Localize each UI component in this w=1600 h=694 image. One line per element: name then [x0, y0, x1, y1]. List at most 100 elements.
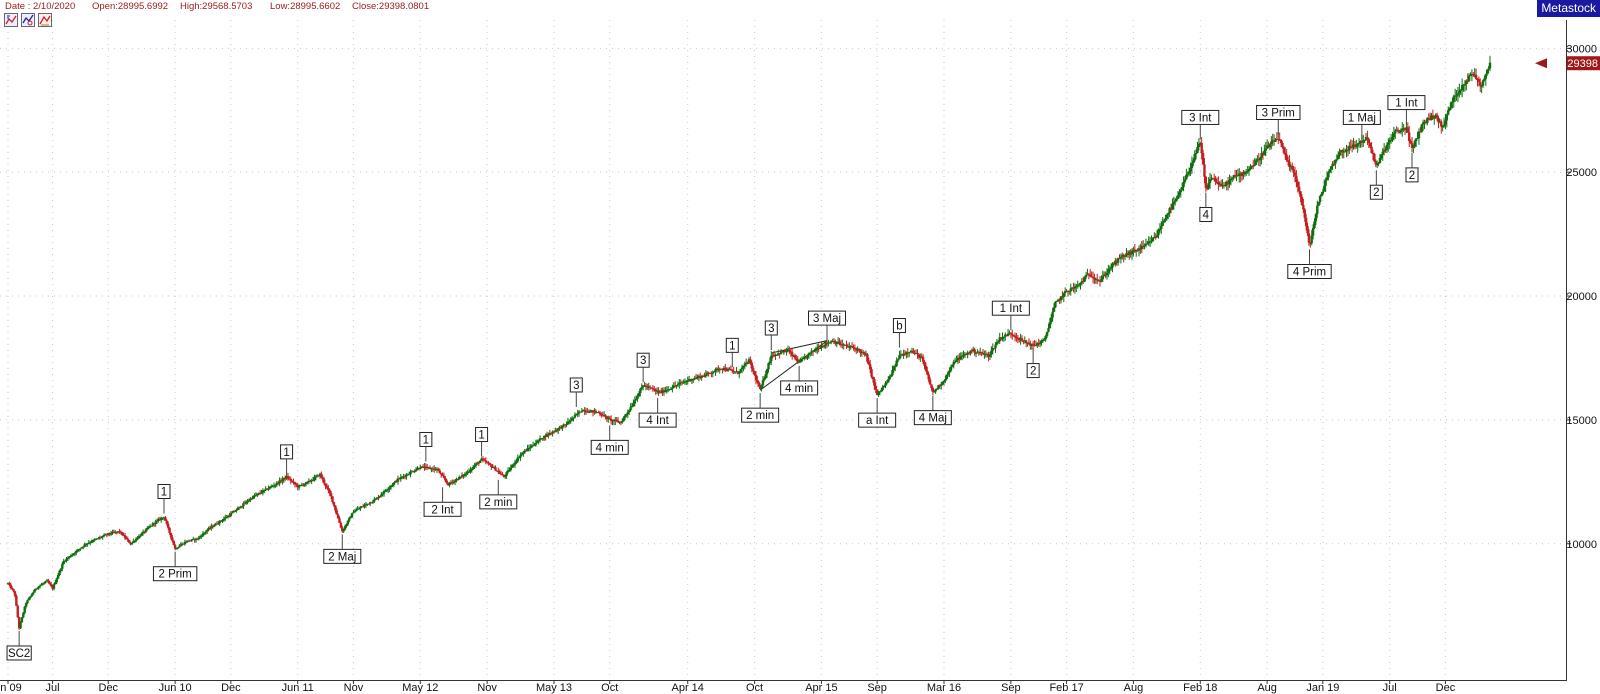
candle-body — [1083, 277, 1086, 282]
candle-body — [846, 346, 850, 348]
candle-body — [711, 372, 714, 374]
candle-body — [832, 340, 836, 343]
candle-body — [1460, 85, 1464, 91]
candle-body — [860, 352, 864, 354]
candle-body — [155, 520, 159, 522]
candle-body — [895, 360, 898, 366]
candle-body — [1321, 191, 1325, 194]
candle-body — [701, 375, 705, 377]
candle-body — [66, 557, 70, 559]
candle-body — [995, 342, 999, 345]
candle-body — [651, 388, 655, 390]
chart-icon-1[interactable] — [4, 13, 18, 27]
candle-body — [969, 350, 972, 354]
candle-body — [653, 388, 656, 390]
candle-body — [1356, 144, 1359, 146]
wave-label: 4 min — [590, 425, 629, 455]
candle-body — [204, 531, 207, 533]
candle-body — [1019, 338, 1022, 341]
candle-body — [10, 587, 14, 590]
candle-body — [1201, 152, 1205, 165]
candle-body — [586, 411, 589, 413]
chart-icon-2[interactable] — [21, 13, 35, 27]
candle-body — [1037, 343, 1040, 345]
candle-body — [1150, 241, 1153, 243]
candle-body — [1488, 62, 1492, 69]
candle-body — [1332, 163, 1336, 165]
wave-label: 2 Int — [423, 487, 462, 517]
candle-body — [274, 484, 277, 486]
candle-body — [556, 428, 560, 431]
wave-label: 2 Prim — [152, 551, 198, 582]
candle-body — [272, 485, 276, 487]
candle-body — [821, 345, 825, 347]
candle-body — [643, 385, 646, 387]
candle-body — [1125, 253, 1128, 256]
candle-body — [686, 380, 689, 382]
candle-body — [197, 537, 201, 540]
candle-body — [410, 471, 414, 473]
candle-body — [563, 424, 567, 426]
candle-body — [1112, 263, 1116, 265]
candle-body — [114, 531, 117, 533]
candle-body — [807, 353, 811, 355]
candle-body — [251, 495, 255, 499]
candle-body — [751, 368, 755, 372]
candle-body — [375, 497, 379, 499]
candle-body — [622, 417, 625, 422]
candle-body — [225, 517, 228, 519]
candle-body — [485, 462, 489, 464]
candle-body — [1309, 242, 1312, 244]
candle-body — [1470, 74, 1474, 76]
candle-body — [1257, 159, 1260, 161]
candle-body — [387, 489, 390, 491]
candle-body — [605, 416, 609, 420]
candle-body — [474, 463, 478, 466]
candle-body — [710, 373, 713, 375]
candle-body — [65, 558, 68, 561]
wave-label-text: b — [896, 321, 902, 333]
candle-body — [396, 478, 400, 482]
candle-body — [180, 543, 184, 546]
candle-body — [862, 352, 865, 354]
candle-body — [1320, 193, 1323, 197]
candle-body — [1295, 175, 1298, 182]
candle-body — [201, 533, 205, 536]
candle-body — [636, 396, 639, 399]
candle-body — [1144, 243, 1148, 246]
candle-body — [1011, 333, 1014, 336]
candle-body — [715, 368, 719, 370]
candle-body — [800, 359, 804, 362]
candle-body — [625, 413, 628, 416]
candle-body — [1275, 139, 1279, 141]
wave-label-text: 2 min — [746, 410, 774, 422]
candle-body — [1077, 284, 1081, 286]
y-tick-label: 25000 — [1566, 167, 1597, 179]
candle-body — [778, 353, 781, 355]
candle-body — [374, 498, 377, 500]
candle-body — [665, 390, 669, 392]
candle-body — [1419, 131, 1422, 133]
candle-body — [928, 379, 932, 385]
candle-body — [555, 430, 558, 432]
chart-icon-3[interactable] — [38, 13, 52, 27]
candle-body — [196, 538, 199, 540]
candle-body — [962, 355, 965, 357]
candle-body — [244, 501, 248, 504]
candle-body — [874, 385, 877, 390]
x-tick-label: May 12 — [402, 682, 438, 694]
candle-body — [852, 346, 855, 348]
candle-body — [1044, 335, 1047, 340]
candle-body — [1066, 290, 1070, 292]
candle-body — [745, 362, 748, 364]
candle-body — [841, 344, 844, 346]
candle-body — [1279, 140, 1283, 144]
candle-body — [1284, 152, 1287, 155]
candle-body — [361, 506, 365, 508]
candle-body — [240, 506, 244, 508]
candle-body — [1084, 275, 1088, 278]
candle-body — [1183, 179, 1187, 182]
candle-body — [784, 350, 787, 352]
candle-body — [268, 486, 272, 489]
